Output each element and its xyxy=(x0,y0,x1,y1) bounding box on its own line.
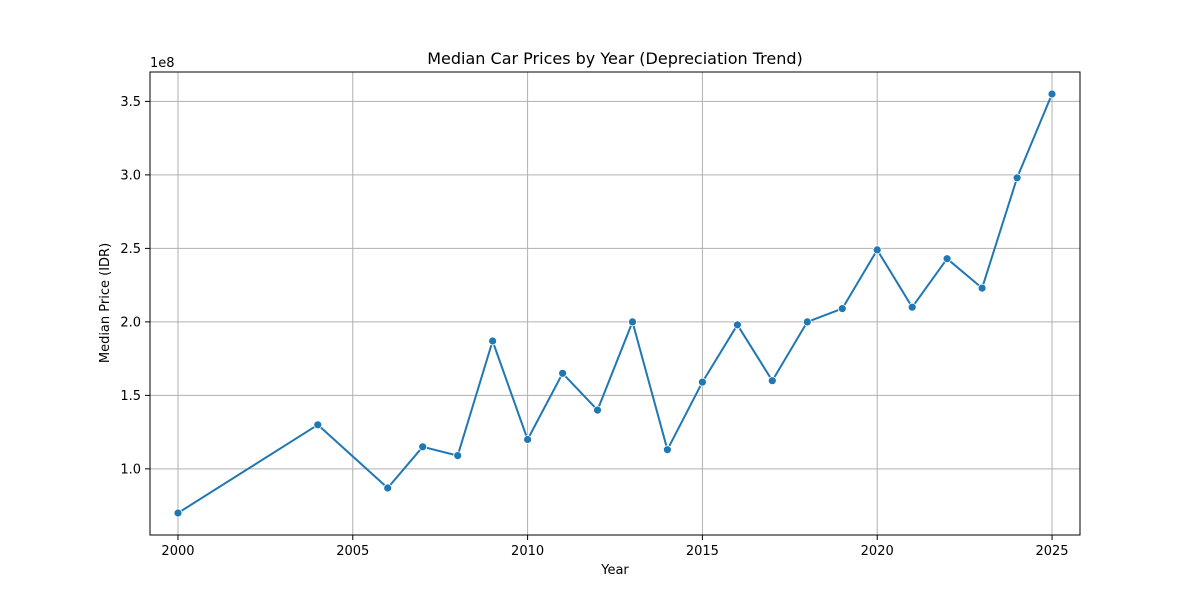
grid-lines xyxy=(150,72,1080,535)
x-tick-label: 2005 xyxy=(336,544,369,559)
y-tick-label: 2.0 xyxy=(120,315,141,330)
x-tick-label: 2025 xyxy=(1035,544,1068,559)
x-tick-label: 2000 xyxy=(161,544,194,559)
data-point xyxy=(802,317,812,327)
y-tick-label: 3.0 xyxy=(120,168,141,183)
data-point xyxy=(977,283,987,293)
x-tick-label: 2010 xyxy=(511,544,544,559)
data-point xyxy=(942,254,952,264)
data-point xyxy=(767,376,777,386)
data-point xyxy=(837,304,847,314)
data-point xyxy=(453,451,463,461)
data-point xyxy=(1012,173,1022,183)
data-point xyxy=(383,483,393,493)
data-point xyxy=(488,336,498,346)
data-point xyxy=(698,377,707,387)
series-line xyxy=(177,93,1053,514)
y-tick-label: 1.0 xyxy=(120,462,141,477)
data-point xyxy=(558,368,567,378)
y-tick-label: 3.5 xyxy=(120,95,141,110)
data-point xyxy=(1047,89,1057,99)
x-axis-label: Year xyxy=(600,563,629,578)
x-tick-label: 2015 xyxy=(686,544,719,559)
data-point xyxy=(663,445,672,455)
y-tick-label: 2.5 xyxy=(120,242,141,257)
chart-title: Median Car Prices by Year (Depreciation … xyxy=(427,49,803,68)
data-point xyxy=(523,435,532,444)
data-point xyxy=(907,302,917,312)
y-axis-label: Median Price (IDR) xyxy=(98,243,113,363)
x-tick-label: 2020 xyxy=(861,544,894,559)
data-point xyxy=(418,442,428,452)
data-point xyxy=(628,317,637,327)
plot-area-frame xyxy=(149,71,1081,536)
y-tick-label: 1.5 xyxy=(120,389,141,404)
data-point xyxy=(872,245,882,255)
data-point xyxy=(733,320,742,330)
series-layer xyxy=(173,89,1057,518)
data-point xyxy=(313,420,323,430)
data-point xyxy=(173,508,183,518)
axis-ticks: 2000 2005 2010 2015 2020 2025 1.0 1.5 2.0 2.5 3.0 3… xyxy=(120,95,1068,559)
y-axis-offset-label: 1e8 xyxy=(150,56,175,71)
data-point xyxy=(593,405,602,415)
